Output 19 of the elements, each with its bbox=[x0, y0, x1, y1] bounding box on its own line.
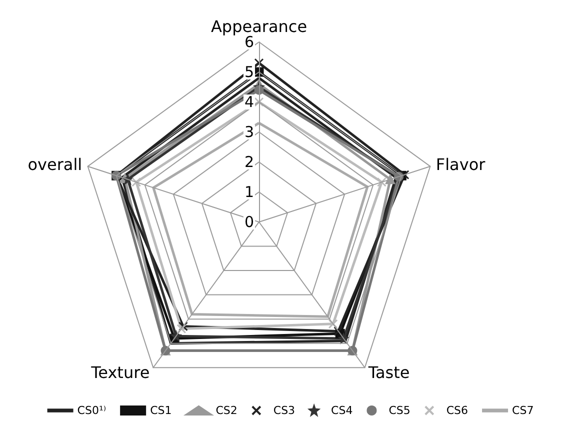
legend-label: CS0¹⁾ bbox=[77, 404, 106, 417]
y-tick-label: 6 bbox=[244, 33, 254, 51]
spoke-label: overall bbox=[28, 155, 82, 174]
y-tick-label: 1 bbox=[244, 183, 254, 201]
legend-label: CS5 bbox=[388, 404, 410, 417]
legend-label: CS6 bbox=[446, 404, 468, 417]
y-tick-label: 0 bbox=[244, 213, 254, 231]
legend-label: CS4 bbox=[331, 404, 353, 417]
spoke-label: Taste bbox=[367, 362, 410, 382]
y-tick-label: 4 bbox=[244, 93, 254, 111]
legend-label: CS7 bbox=[512, 404, 534, 417]
y-tick-label: 3 bbox=[244, 123, 254, 141]
y-tick-label: 2 bbox=[244, 153, 254, 171]
y-tick-label: 5 bbox=[244, 63, 254, 81]
spoke-label: Texture bbox=[90, 362, 150, 382]
spoke-label: Flavor bbox=[436, 155, 486, 174]
legend-label: CS3 bbox=[273, 404, 296, 417]
legend-label: CS2 bbox=[216, 404, 238, 417]
legend-label: CS1 bbox=[150, 404, 172, 417]
